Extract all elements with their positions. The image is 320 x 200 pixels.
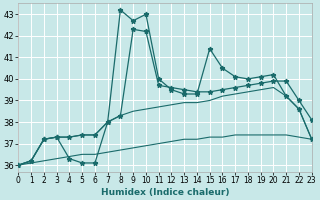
X-axis label: Humidex (Indice chaleur): Humidex (Indice chaleur) [101, 188, 229, 197]
